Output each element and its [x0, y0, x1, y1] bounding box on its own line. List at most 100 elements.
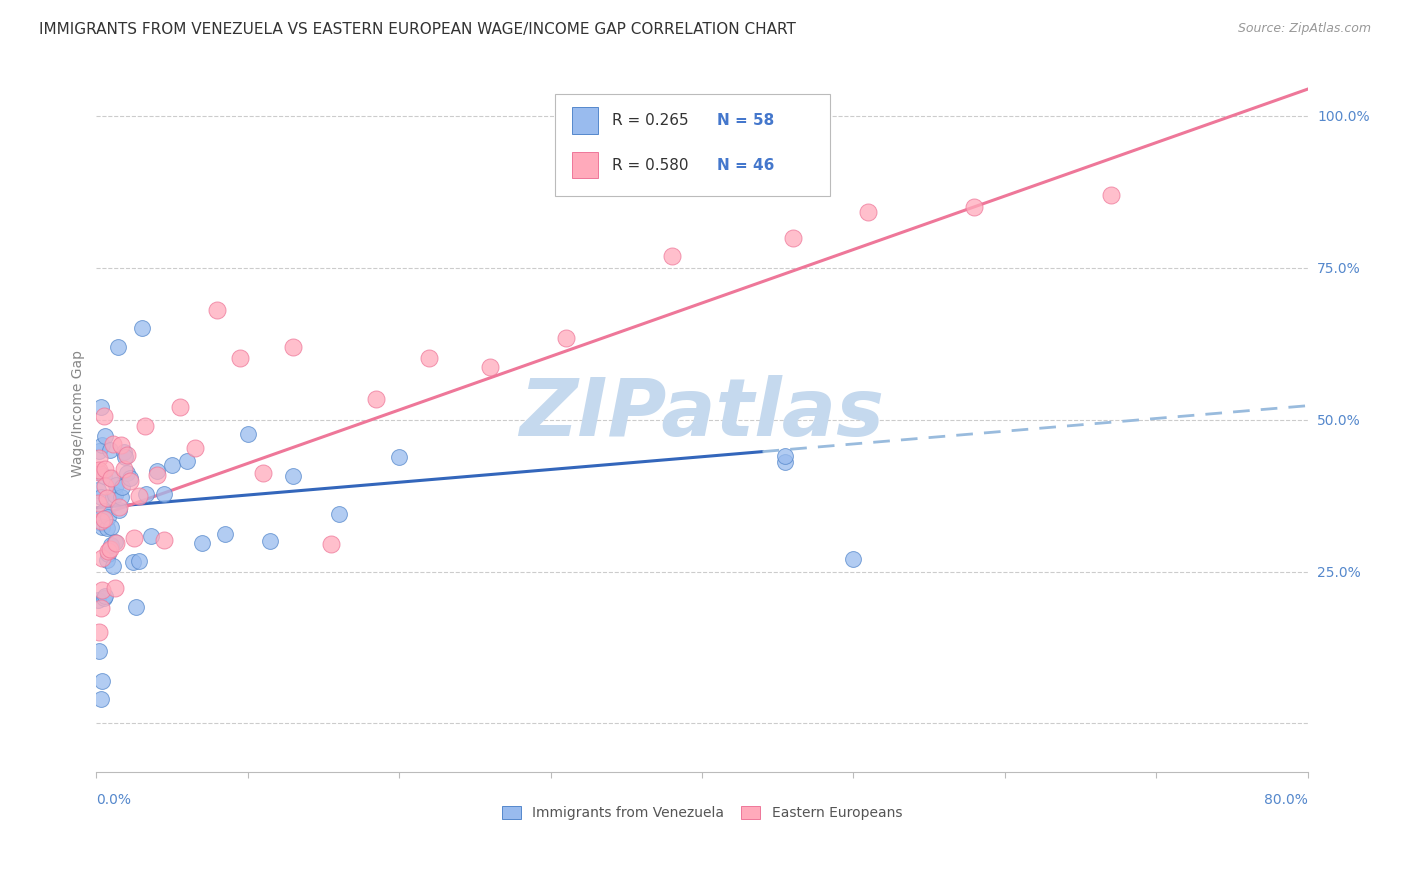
Point [842, 552, 865, 566]
Point [214, 527, 236, 541]
Point [87, 593, 110, 607]
Legend: Immigrants from Venezuela, Eastern Europeans: Immigrants from Venezuela, Eastern Europ… [496, 800, 908, 826]
Point [128, 554, 150, 568]
Point [283, 468, 305, 483]
Point [89, 450, 111, 465]
Point [90, 692, 112, 706]
Text: N = 58: N = 58 [717, 113, 775, 128]
Point [100, 519, 122, 533]
Point [93, 512, 115, 526]
Point [98, 471, 121, 485]
Point [101, 437, 124, 451]
Text: 0.0%: 0.0% [97, 793, 131, 807]
Point [101, 490, 124, 504]
Text: IMMIGRANTS FROM VENEZUELA VS EASTERN EUROPEAN WAGE/INCOME GAP CORRELATION CHART: IMMIGRANTS FROM VENEZUELA VS EASTERN EUR… [39, 22, 796, 37]
Point [388, 450, 411, 464]
Point [96, 491, 118, 505]
Point [89, 465, 111, 479]
Point [89, 643, 111, 657]
Point [191, 536, 214, 550]
Point [153, 487, 176, 501]
Point [773, 455, 796, 469]
Point [118, 475, 141, 489]
Point [112, 445, 135, 459]
Point [121, 555, 143, 569]
Point [89, 462, 111, 476]
Point [94, 462, 117, 476]
Point [98, 541, 121, 556]
Point [103, 535, 125, 549]
Point [91, 550, 114, 565]
Point [93, 409, 115, 423]
Point [328, 508, 350, 522]
Text: ZIPatlas: ZIPatlas [519, 375, 884, 452]
Point [94, 479, 117, 493]
Point [128, 489, 150, 503]
Point [100, 471, 122, 485]
Point [122, 531, 145, 545]
Point [114, 450, 136, 465]
Text: N = 46: N = 46 [717, 158, 775, 172]
Point [259, 533, 281, 548]
Point [176, 454, 198, 468]
Point [87, 496, 110, 510]
Point [110, 438, 132, 452]
Point [418, 351, 440, 365]
Point [283, 340, 305, 354]
Point [153, 533, 176, 548]
Point [93, 591, 115, 605]
Point [101, 558, 124, 573]
Point [94, 589, 117, 603]
Point [89, 625, 111, 640]
Point [98, 443, 121, 458]
Text: R = 0.580: R = 0.580 [612, 158, 688, 172]
Point [135, 487, 157, 501]
Point [125, 599, 148, 614]
Point [112, 462, 135, 476]
Point [858, 205, 880, 219]
Point [773, 449, 796, 463]
Point [90, 514, 112, 528]
Point [89, 444, 111, 458]
Point [1099, 187, 1122, 202]
Point [115, 466, 138, 480]
Point [105, 478, 128, 492]
Point [131, 321, 153, 335]
Point [105, 536, 128, 550]
Point [963, 200, 986, 214]
Point [91, 582, 114, 597]
Point [96, 553, 118, 567]
Point [96, 521, 118, 535]
Point [90, 400, 112, 414]
Point [184, 441, 207, 455]
Point [236, 427, 259, 442]
Text: Source: ZipAtlas.com: Source: ZipAtlas.com [1237, 22, 1371, 36]
Point [160, 458, 183, 473]
Point [107, 340, 129, 354]
Point [146, 464, 169, 478]
Point [100, 538, 122, 552]
Point [97, 548, 120, 562]
Point [479, 359, 502, 374]
Point [115, 448, 138, 462]
Point [93, 504, 115, 518]
Point [97, 509, 120, 524]
Point [554, 331, 576, 345]
Text: 80.0%: 80.0% [1264, 793, 1308, 807]
Point [90, 601, 112, 615]
Point [108, 503, 131, 517]
Point [661, 249, 683, 263]
Point [782, 231, 804, 245]
Point [91, 673, 114, 688]
Point [229, 351, 252, 366]
Point [146, 467, 169, 482]
Point [366, 392, 388, 406]
Point [90, 516, 112, 530]
Text: R = 0.265: R = 0.265 [612, 113, 688, 128]
Point [93, 469, 115, 483]
Point [207, 303, 229, 318]
Point [87, 465, 110, 479]
Point [169, 400, 191, 414]
Point [103, 581, 125, 595]
Point [108, 500, 131, 514]
